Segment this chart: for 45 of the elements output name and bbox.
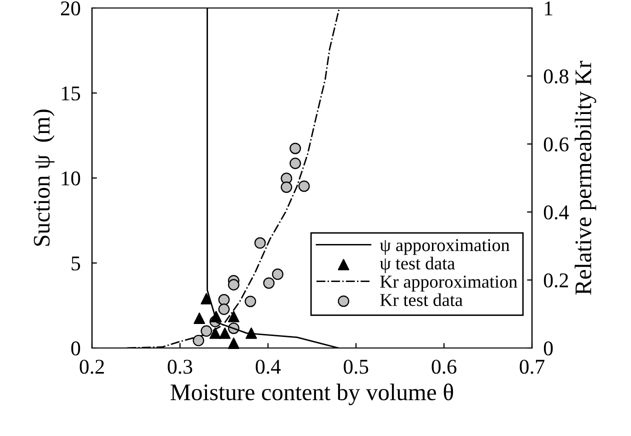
legend-label: ψ apporoximation bbox=[380, 239, 510, 255]
x-tick-label: 0.7 bbox=[520, 360, 544, 374]
y2-tick-label: 0.2 bbox=[544, 273, 568, 288]
point bbox=[298, 180, 310, 192]
x-tick-label: 0.4 bbox=[256, 360, 281, 374]
point bbox=[209, 328, 221, 339]
legend-label: Kr apporoximation bbox=[380, 276, 518, 292]
point bbox=[218, 304, 230, 315]
x-tick-label: 0.3 bbox=[168, 360, 192, 374]
x-tick-label: 0.5 bbox=[344, 360, 368, 374]
legend-label: Kr test data bbox=[380, 293, 463, 306]
point bbox=[246, 328, 257, 339]
point bbox=[228, 338, 240, 349]
point bbox=[200, 325, 212, 337]
y-tick-label: 10 bbox=[62, 171, 80, 186]
point bbox=[263, 277, 275, 289]
y2-tick-label: 0.8 bbox=[544, 69, 568, 84]
point bbox=[272, 268, 284, 280]
y2-tick-label: 0 bbox=[544, 341, 553, 356]
point bbox=[219, 328, 231, 339]
point bbox=[194, 312, 206, 324]
x-tick-label: 0.2 bbox=[80, 360, 104, 374]
y-axis-title: Suction ψ (m) bbox=[33, 110, 54, 246]
point bbox=[244, 296, 256, 308]
y-tick-label: 5 bbox=[72, 256, 80, 270]
x-tick-label: 0.6 bbox=[432, 360, 456, 374]
y-tick-label: 0 bbox=[71, 341, 80, 356]
point bbox=[192, 334, 204, 346]
y2-axis-title: Relative permeability Kr bbox=[574, 60, 596, 295]
point bbox=[218, 294, 230, 306]
point bbox=[280, 181, 292, 193]
x-axis-title: Moisture content by volume θ bbox=[170, 384, 454, 406]
point bbox=[254, 237, 266, 249]
point bbox=[228, 279, 240, 290]
point bbox=[210, 310, 222, 322]
point bbox=[290, 158, 301, 170]
y-tick-label: 15 bbox=[62, 86, 80, 100]
y2-tick-label: 0.4 bbox=[544, 205, 569, 220]
y2-tick-label: 1 bbox=[544, 1, 552, 16]
legend-label: ψ test data bbox=[380, 256, 455, 274]
y2-tick-label: 0.6 bbox=[544, 137, 569, 152]
y-tick-label: 20 bbox=[60, 1, 80, 16]
point bbox=[228, 310, 240, 322]
point bbox=[290, 142, 301, 154]
point bbox=[200, 292, 212, 304]
